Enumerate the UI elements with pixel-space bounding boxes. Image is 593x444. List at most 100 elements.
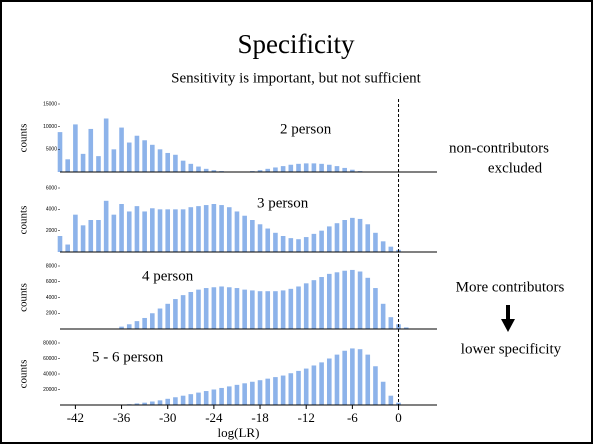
bar xyxy=(357,349,363,405)
bar xyxy=(173,397,178,405)
bar xyxy=(73,214,78,252)
y-tick-label: 2000 xyxy=(46,228,57,234)
bar xyxy=(342,220,347,252)
bar xyxy=(119,204,124,252)
arrow-head xyxy=(501,319,515,332)
bar xyxy=(350,217,355,252)
bar xyxy=(173,154,178,172)
bar xyxy=(242,289,247,329)
bar xyxy=(196,289,201,329)
bar xyxy=(273,291,278,329)
bar xyxy=(257,170,263,172)
bar xyxy=(226,207,232,252)
bar xyxy=(180,295,186,329)
bar xyxy=(242,383,247,405)
bar xyxy=(296,286,301,329)
x-tick-label: -36 xyxy=(113,410,131,425)
bar xyxy=(188,291,194,329)
bar xyxy=(280,375,286,405)
bar xyxy=(211,204,217,252)
bar xyxy=(196,392,201,405)
bar xyxy=(311,163,317,172)
bar xyxy=(211,389,217,405)
bar xyxy=(365,277,371,329)
bar xyxy=(65,244,70,252)
bar xyxy=(150,313,155,329)
y-tick-label: 60000 xyxy=(43,356,57,362)
bar xyxy=(234,211,240,252)
bar xyxy=(319,362,324,405)
bar xyxy=(365,224,371,252)
x-axis-label: log(LR) xyxy=(218,425,260,440)
y-tick-label: 20000 xyxy=(43,387,57,393)
bar xyxy=(142,317,147,329)
bar xyxy=(96,220,101,252)
bar xyxy=(388,395,394,405)
bar xyxy=(73,124,78,172)
bar xyxy=(250,290,255,329)
bar xyxy=(188,163,194,172)
bar xyxy=(103,200,109,252)
bar xyxy=(334,166,340,172)
bar xyxy=(134,135,140,172)
bar xyxy=(150,144,155,172)
bar xyxy=(219,286,224,329)
bar xyxy=(142,402,147,405)
bar xyxy=(342,350,347,405)
bar xyxy=(365,354,371,405)
panel-label: 3 person xyxy=(257,195,309,211)
bar xyxy=(296,163,301,172)
bar xyxy=(334,272,340,329)
bar xyxy=(326,226,332,252)
bar xyxy=(388,246,394,252)
bar xyxy=(342,167,347,172)
bar xyxy=(280,166,286,172)
bar xyxy=(157,308,163,329)
bar xyxy=(157,149,163,172)
bar xyxy=(319,163,324,172)
slide-subtitle: Sensitivity is important, but not suffic… xyxy=(171,70,422,86)
bar xyxy=(88,220,94,252)
bar xyxy=(88,128,94,172)
y-tick-label: 8000 xyxy=(46,263,57,269)
bar xyxy=(273,377,278,405)
bar xyxy=(403,327,409,329)
bar xyxy=(357,271,363,329)
bar xyxy=(180,395,186,405)
bar xyxy=(203,168,209,172)
bar xyxy=(273,167,278,172)
bar xyxy=(257,291,263,329)
bar xyxy=(142,140,147,172)
bar xyxy=(211,287,217,329)
y-tick-label: 15000 xyxy=(43,101,57,107)
y-axis-label: counts xyxy=(18,124,30,153)
bar xyxy=(234,288,240,329)
bar xyxy=(80,225,86,252)
x-tick-label: -42 xyxy=(67,410,84,425)
bar xyxy=(203,391,209,405)
bar xyxy=(350,348,355,405)
bar xyxy=(211,170,217,172)
panel-label: 2 person xyxy=(280,121,332,137)
panel-label: 4 person xyxy=(142,268,194,284)
bar xyxy=(242,215,247,252)
bar xyxy=(326,164,332,172)
bar xyxy=(280,290,286,329)
bar xyxy=(203,288,209,329)
bar xyxy=(111,149,117,172)
bar xyxy=(280,236,286,252)
bar xyxy=(80,153,86,172)
bar xyxy=(111,214,117,252)
bar xyxy=(165,152,171,172)
bar xyxy=(303,283,309,329)
bar xyxy=(196,206,201,252)
bar xyxy=(126,211,132,252)
bar xyxy=(296,239,301,252)
bar xyxy=(373,232,378,252)
bar xyxy=(57,132,63,172)
bar xyxy=(157,400,163,405)
bar xyxy=(265,168,271,172)
note: lower specificity xyxy=(461,341,562,357)
bar xyxy=(134,403,140,405)
